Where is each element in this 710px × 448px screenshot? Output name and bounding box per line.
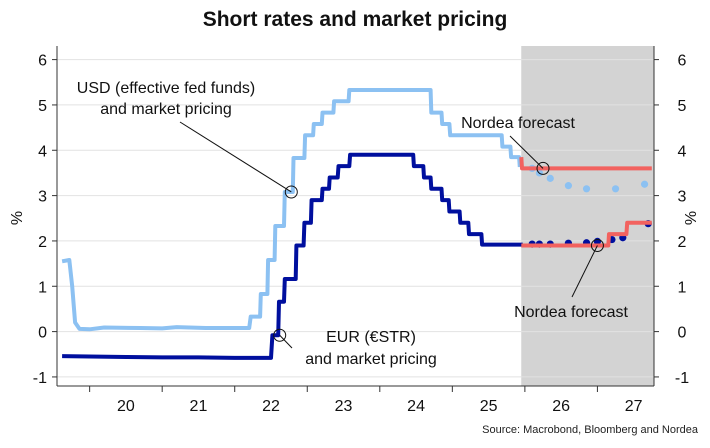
y-tick-label-left: 3 bbox=[38, 189, 47, 206]
series-line-eur bbox=[62, 152, 523, 360]
y-tick-label-right: 2 bbox=[678, 234, 687, 251]
y-tick-label-right: 1 bbox=[678, 279, 687, 296]
series-point-usd bbox=[546, 174, 554, 182]
series-line-usd bbox=[61, 88, 522, 332]
y-tick-label-right: 5 bbox=[678, 98, 687, 115]
annotation-marker bbox=[284, 185, 298, 199]
annotation-marker bbox=[536, 161, 550, 175]
y-tick-label-left: 0 bbox=[38, 325, 47, 342]
y-tick-label-left: 4 bbox=[38, 143, 47, 160]
x-tick-label: 21 bbox=[190, 398, 208, 415]
y-tick-label-right: 0 bbox=[678, 325, 687, 342]
series-line-nordea_eur bbox=[521, 220, 652, 248]
series-point-usd bbox=[640, 180, 649, 188]
annotation-leader bbox=[509, 135, 544, 169]
annotation-leader bbox=[179, 121, 292, 193]
series-point-usd bbox=[582, 185, 591, 193]
series-line-nordea_usd bbox=[519, 156, 652, 171]
y-tick-label-left: 2 bbox=[38, 234, 47, 251]
annotation-marker bbox=[273, 328, 287, 342]
chart-title: Short rates and market pricing bbox=[202, 8, 508, 31]
y-tick-label-right: 4 bbox=[678, 143, 687, 160]
x-tick-label: 25 bbox=[480, 398, 498, 415]
x-tick-label: 27 bbox=[625, 398, 643, 415]
y-tick-label-left: 6 bbox=[38, 53, 47, 70]
series-point-usd bbox=[564, 182, 573, 190]
annotation-text: EUR (€STR) bbox=[326, 329, 416, 346]
y-tick-label-left: 5 bbox=[38, 98, 47, 115]
x-tick-label: 26 bbox=[552, 398, 570, 415]
x-tick-label: 24 bbox=[407, 398, 425, 415]
y-tick-label-left: 1 bbox=[38, 279, 47, 296]
annotation-leader bbox=[571, 245, 598, 298]
annotation-leader bbox=[279, 334, 293, 349]
source-note: Source: Macrobond, Bloomberg and Nordea bbox=[482, 424, 698, 436]
annotation-text: and market pricing bbox=[305, 351, 437, 368]
annotation-text: USD (effective fed funds) bbox=[77, 80, 255, 97]
x-tick-label: 20 bbox=[117, 398, 135, 415]
series-point-usd bbox=[611, 185, 620, 193]
annotation-text: and market pricing bbox=[100, 101, 232, 118]
y-axis-label-right: % bbox=[683, 211, 700, 225]
y-tick-label-right: 3 bbox=[678, 189, 687, 206]
forecast-shade bbox=[521, 46, 654, 386]
x-tick-label: 22 bbox=[262, 398, 280, 415]
annotation-marker bbox=[590, 238, 604, 252]
y-tick-label-right: 6 bbox=[678, 53, 687, 70]
y-axis-label-left: % bbox=[9, 211, 26, 225]
x-tick-label: 23 bbox=[335, 398, 353, 415]
annotation-text: Nordea forecast bbox=[461, 115, 575, 132]
y-tick-label-left: -1 bbox=[33, 370, 47, 387]
y-tick-label-right: -1 bbox=[675, 370, 689, 387]
annotation-text: Nordea forecast bbox=[514, 304, 628, 321]
